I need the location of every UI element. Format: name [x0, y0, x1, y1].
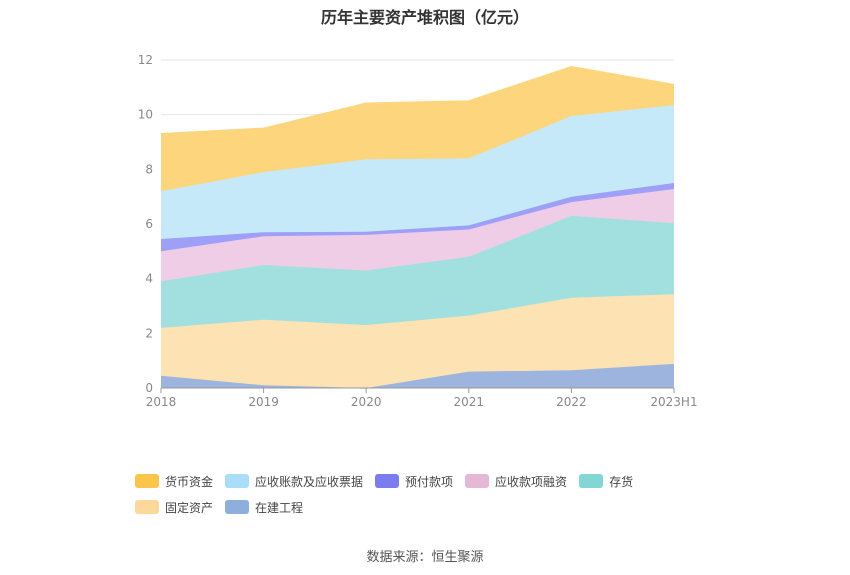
area-edge-series-6 [160, 66, 675, 135]
area-series-2 [161, 215, 674, 328]
x-tick-label-0: 2018 [146, 395, 177, 409]
data-source: 数据来源：恒生聚源 [366, 550, 484, 565]
legend-swatch-5 [135, 500, 159, 514]
legend-label-3: 应收款项融资 [495, 474, 568, 489]
legend-item-1[interactable]: 应收账款及应收票据 [225, 472, 363, 490]
legend-item-2[interactable]: 预付款项 [375, 472, 453, 490]
y-tick-label-4: 4 [145, 272, 153, 286]
legend-swatch-0 [135, 474, 159, 488]
x-tick-label-4: 2022 [556, 395, 587, 409]
legend-label-4: 存货 [609, 474, 634, 489]
area-series-4 [161, 183, 674, 252]
legend-item-4[interactable]: 存货 [579, 472, 633, 490]
area-series-0 [161, 363, 674, 388]
legend-swatch-2 [375, 474, 400, 488]
legend-label-1: 应收账款及应收票据 [255, 474, 364, 489]
chart-title: 历年主要资产堆积图（亿元） [320, 8, 529, 27]
stacked-area-chart: 0 2 4 6 8 10 12 2018 2019 2020 2021 2022 2023H1 [138, 53, 698, 409]
x-tick-label-5: 2023H1 [650, 395, 697, 409]
y-tick-label-6: 6 [145, 217, 153, 231]
x-tick-label-3: 2021 [454, 395, 485, 409]
x-tick-label-2: 2020 [351, 395, 382, 409]
legend-item-0[interactable]: 货币资金 [135, 472, 213, 490]
legend-swatch-1 [225, 474, 250, 488]
legend-item-5[interactable]: 固定资产 [135, 498, 213, 516]
y-tick-label-10: 10 [138, 108, 153, 122]
x-tick-label-1: 2019 [248, 395, 279, 409]
legend-swatch-3 [465, 474, 490, 488]
y-tick-label-2: 2 [145, 326, 153, 340]
legend-swatch-4 [579, 474, 604, 488]
area-series-5 [161, 105, 674, 239]
legend-item-3[interactable]: 应收款项融资 [465, 472, 567, 490]
legend-label-2: 预付款项 [405, 474, 454, 489]
area-series-3 [161, 189, 674, 282]
chart-legend: 货币资金 应收账款及应收票据 预付款项 应收款项融资 存货固定资产 在建工程 [135, 472, 735, 516]
legend-swatch-6 [225, 500, 250, 514]
legend-item-6[interactable]: 在建工程 [225, 498, 303, 516]
y-tick-label-12: 12 [138, 53, 153, 67]
area-series-6 [161, 66, 674, 192]
legend-label-6: 在建工程 [255, 500, 304, 515]
legend-label-0: 货币资金 [165, 474, 214, 489]
y-tick-label-8: 8 [145, 162, 153, 176]
legend-label-5: 固定资产 [165, 500, 214, 515]
area-series-1 [161, 294, 674, 388]
y-tick-label-0: 0 [145, 381, 153, 395]
